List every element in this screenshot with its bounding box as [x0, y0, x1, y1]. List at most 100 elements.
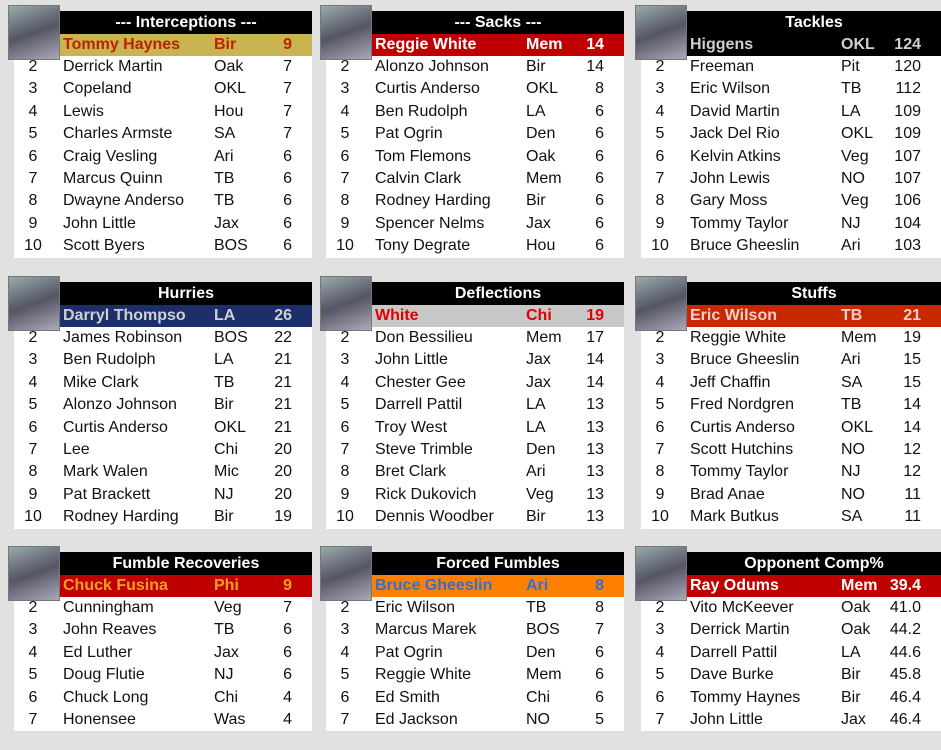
- leader-row[interactable]: White Chi 19: [372, 305, 624, 327]
- table-row[interactable]: 8 Mark Walen Mic 20: [14, 461, 312, 483]
- leader-row[interactable]: Darryl Thompso LA 26: [60, 305, 312, 327]
- team: Ari: [841, 237, 861, 255]
- player-name: Tony Degrate: [375, 237, 471, 255]
- table-row[interactable]: 4 Ed Luther Jax 6: [14, 642, 312, 664]
- table-row[interactable]: 4 David Martin LA 109: [641, 101, 941, 123]
- rank: 6: [340, 418, 350, 436]
- table-row[interactable]: 3 Marcus Marek BOS 7: [326, 619, 624, 641]
- table-row[interactable]: 7 Calvin Clark Mem 6: [326, 168, 624, 190]
- table-row[interactable]: 10 Mark Butkus SA 11: [641, 506, 941, 528]
- table-row[interactable]: 3 Copeland OKL 7: [14, 78, 312, 100]
- leader-row[interactable]: Chuck Fusina Phi 9: [60, 575, 312, 597]
- rank: 2: [340, 599, 350, 616]
- table-row[interactable]: 5 Alonzo Johnson Bir 21: [14, 394, 312, 416]
- table-row[interactable]: 6 Ed Smith Chi 6: [326, 687, 624, 709]
- stat-value: 20: [274, 463, 292, 481]
- player-name: Ed Jackson: [375, 710, 458, 728]
- table-row[interactable]: 4 Mike Clark TB 21: [14, 372, 312, 394]
- stat-value: 106: [894, 192, 921, 210]
- leader-row[interactable]: Ray Odums Mem 39.4: [687, 575, 941, 597]
- table-row[interactable]: 3 Eric Wilson TB 112: [641, 78, 941, 100]
- table-row[interactable]: 2 Vito McKeever Oak 41.0: [641, 597, 941, 619]
- table-row[interactable]: 4 Pat Ogrin Den 6: [326, 642, 624, 664]
- leader-row[interactable]: Reggie White Mem 14: [372, 34, 624, 56]
- player-name: Curtis Anderso: [690, 418, 795, 436]
- table-row[interactable]: 10 Scott Byers BOS 6: [14, 235, 312, 257]
- table-row[interactable]: 2 Reggie White Mem 19: [641, 327, 941, 349]
- table-row[interactable]: 10 Dennis Woodber Bir 13: [326, 506, 624, 528]
- table-row[interactable]: 10 Tony Degrate Hou 6: [326, 235, 624, 257]
- table-row[interactable]: 8 Gary Moss Veg 106: [641, 190, 941, 212]
- table-row[interactable]: 2 Alonzo Johnson Bir 14: [326, 56, 624, 78]
- leader-row[interactable]: Bruce Gheeslin Ari 8: [372, 575, 624, 597]
- table-row[interactable]: 5 Charles Armste SA 7: [14, 123, 312, 145]
- table-row[interactable]: 7 Scott Hutchins NO 12: [641, 439, 941, 461]
- table-row[interactable]: 4 Lewis Hou 7: [14, 101, 312, 123]
- table-row[interactable]: 7 Lee Chi 20: [14, 439, 312, 461]
- table-row[interactable]: 5 Dave Burke Bir 45.8: [641, 664, 941, 686]
- rank: 2: [28, 329, 38, 346]
- table-row[interactable]: 5 Reggie White Mem 6: [326, 664, 624, 686]
- table-row[interactable]: 6 Curtis Anderso OKL 14: [641, 417, 941, 439]
- table-row[interactable]: 7 John Little Jax 46.4: [641, 709, 941, 731]
- table-row[interactable]: 7 John Lewis NO 107: [641, 168, 941, 190]
- leader-row[interactable]: Tommy Haynes Bir 9: [60, 34, 312, 56]
- table-row[interactable]: 5 Jack Del Rio OKL 109: [641, 123, 941, 145]
- table-row[interactable]: 6 Tom Flemons Oak 6: [326, 146, 624, 168]
- table-row[interactable]: 8 Bret Clark Ari 13: [326, 461, 624, 483]
- table-row[interactable]: 9 Rick Dukovich Veg 13: [326, 484, 624, 506]
- table-row[interactable]: 6 Curtis Anderso OKL 21: [14, 417, 312, 439]
- rank: 3: [655, 80, 665, 98]
- table-row[interactable]: 4 Ben Rudolph LA 6: [326, 101, 624, 123]
- table-row[interactable]: 2 Don Bessilieu Mem 17: [326, 327, 624, 349]
- table-row[interactable]: 6 Troy West LA 13: [326, 417, 624, 439]
- table-row[interactable]: 5 Darrell Pattil LA 13: [326, 394, 624, 416]
- table-row[interactable]: 7 Marcus Quinn TB 6: [14, 168, 312, 190]
- team: Mic: [214, 463, 239, 481]
- table-row[interactable]: 9 Spencer Nelms Jax 6: [326, 213, 624, 235]
- table-row[interactable]: 2 Derrick Martin Oak 7: [14, 56, 312, 78]
- table-row[interactable]: 9 Pat Brackett NJ 20: [14, 484, 312, 506]
- table-row[interactable]: 8 Tommy Taylor NJ 12: [641, 461, 941, 483]
- table-row[interactable]: 6 Kelvin Atkins Veg 107: [641, 146, 941, 168]
- table-row[interactable]: 2 James Robinson BOS 22: [14, 327, 312, 349]
- table-row[interactable]: 7 Ed Jackson NO 5: [326, 709, 624, 731]
- table-row[interactable]: 5 Fred Nordgren TB 14: [641, 394, 941, 416]
- table-row[interactable]: 3 Bruce Gheeslin Ari 15: [641, 349, 941, 371]
- table-row[interactable]: 8 Dwayne Anderso TB 6: [14, 190, 312, 212]
- table-row[interactable]: 10 Bruce Gheeslin Ari 103: [641, 235, 941, 257]
- table-row[interactable]: 9 Brad Anae NO 11: [641, 484, 941, 506]
- table-row[interactable]: 4 Chester Gee Jax 14: [326, 372, 624, 394]
- leader-row[interactable]: Higgens OKL 124: [687, 34, 941, 56]
- table-row[interactable]: 3 Derrick Martin Oak 44.2: [641, 619, 941, 641]
- player-name: Tommy Taylor: [690, 463, 789, 481]
- table-row[interactable]: 5 Pat Ogrin Den 6: [326, 123, 624, 145]
- table-row[interactable]: 10 Rodney Harding Bir 19: [14, 506, 312, 528]
- panel-title: Deflections: [372, 282, 624, 305]
- table-row[interactable]: 2 Cunningham Veg 7: [14, 597, 312, 619]
- table-row[interactable]: 7 Steve Trimble Den 13: [326, 439, 624, 461]
- player-name: Bret Clark: [375, 463, 447, 481]
- table-row[interactable]: 4 Darrell Pattil LA 44.6: [641, 642, 941, 664]
- table-row[interactable]: 9 John Little Jax 6: [14, 213, 312, 235]
- table-row[interactable]: 6 Tommy Haynes Bir 46.4: [641, 687, 941, 709]
- player-name: Tommy Haynes: [690, 688, 801, 706]
- table-row[interactable]: 7 Honensee Was 4: [14, 709, 312, 731]
- player-photo: [8, 5, 60, 60]
- player-name: John Little: [690, 710, 763, 728]
- table-row[interactable]: 5 Doug Flutie NJ 6: [14, 664, 312, 686]
- table-row[interactable]: 2 Eric Wilson TB 8: [326, 597, 624, 619]
- table-row[interactable]: 4 Jeff Chaffin SA 15: [641, 372, 941, 394]
- table-row[interactable]: 3 John Reaves TB 6: [14, 619, 312, 641]
- player-name: Dwayne Anderso: [63, 192, 184, 210]
- table-row[interactable]: 6 Craig Vesling Ari 6: [14, 146, 312, 168]
- table-row[interactable]: 9 Tommy Taylor NJ 104: [641, 213, 941, 235]
- table-row[interactable]: 8 Rodney Harding Bir 6: [326, 190, 624, 212]
- table-row[interactable]: 3 Curtis Anderso OKL 8: [326, 78, 624, 100]
- table-row[interactable]: 2 Freeman Pit 120: [641, 56, 941, 78]
- table-row[interactable]: 3 John Little Jax 14: [326, 349, 624, 371]
- leader-row[interactable]: Eric Wilson TB 21: [687, 305, 941, 327]
- table-row[interactable]: 3 Ben Rudolph LA 21: [14, 349, 312, 371]
- table-row[interactable]: 6 Chuck Long Chi 4: [14, 687, 312, 709]
